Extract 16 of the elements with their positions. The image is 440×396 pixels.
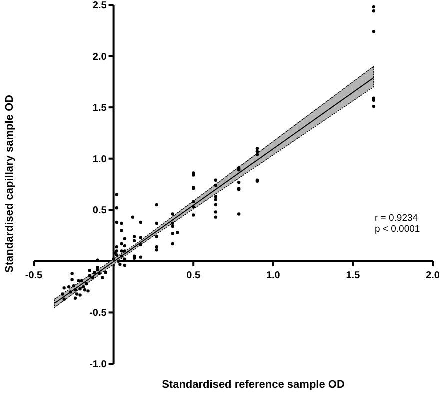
y-tick-label: 1.0: [92, 154, 108, 166]
y-axis-title: Standardised capillary sample OD: [4, 94, 16, 273]
x-tick-label: 1.5: [346, 270, 361, 282]
y-tick-label: 1.5: [92, 103, 108, 114]
y-tick-label: -1.0: [90, 360, 108, 370]
x-tick-label: 2.0: [426, 270, 440, 282]
x-tick-label: -0.5: [25, 270, 44, 282]
x-axis-title: Standardised reference sample OD: [162, 379, 345, 391]
y-tick-label: 0.5: [92, 206, 108, 217]
y-tick-label: -0.5: [90, 308, 108, 320]
annotation: p < 0.0001: [375, 224, 420, 235]
x-tick-label: 0.5: [186, 270, 201, 282]
y-tick-label: 2.0: [92, 52, 108, 63]
annotation: r = 0.9234: [375, 213, 418, 224]
y-tick-label: 2.5: [92, 0, 108, 12]
x-tick-label: 1.0: [266, 270, 281, 282]
